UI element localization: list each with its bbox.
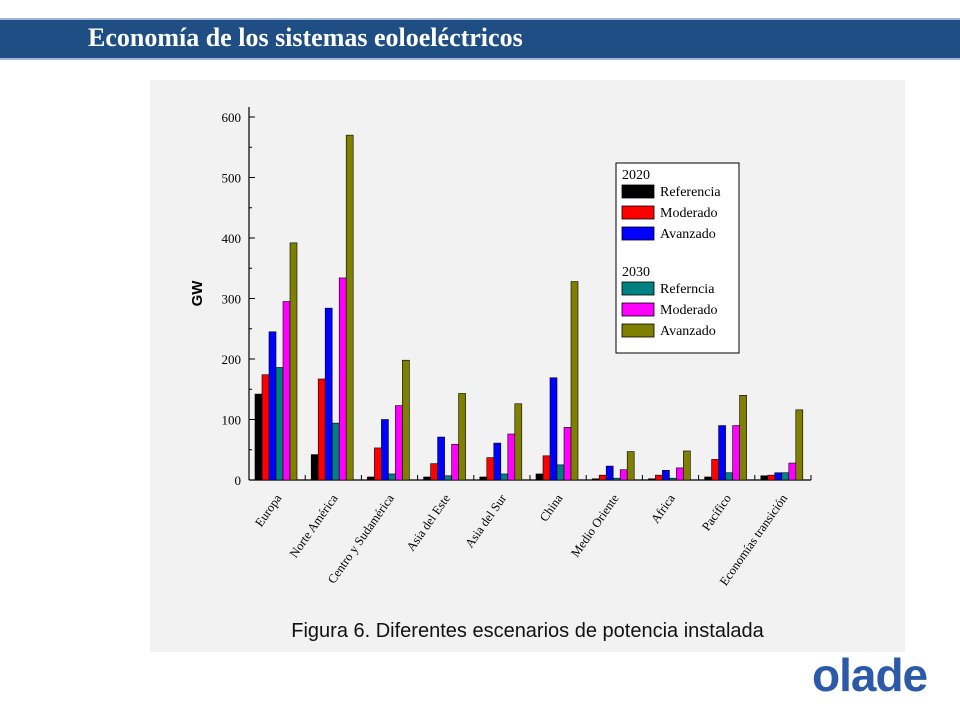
bar-6-6: [570, 281, 579, 481]
bar-4-2: [331, 422, 340, 481]
bar-1-9: [704, 476, 712, 481]
bar-6-8: [683, 450, 691, 481]
bar-6-10: [795, 409, 804, 481]
bar-1-10: [760, 475, 769, 481]
bar-5-4: [451, 444, 459, 481]
bar-3-3: [381, 419, 389, 481]
bar-2-4: [430, 463, 438, 481]
legend-label: Avanzado: [660, 324, 716, 339]
bar-1-5: [479, 476, 488, 481]
bar-2-7: [598, 474, 607, 481]
y-axis-label: GW: [189, 280, 206, 307]
bar-6-7: [626, 451, 635, 481]
legend-label: Moderado: [660, 206, 718, 221]
bar-4-5: [500, 473, 509, 481]
bar-5-9: [732, 425, 740, 481]
bar-5-8: [676, 467, 684, 481]
bar-2-8: [655, 474, 663, 481]
legend-label: Referencia: [660, 185, 721, 200]
bar-5-2: [338, 277, 347, 481]
bar-3-6: [549, 377, 558, 481]
legend-label: Moderado: [660, 303, 718, 318]
bar-1-6: [535, 473, 544, 481]
legend-swatch: [621, 184, 655, 199]
bar-4-4: [444, 475, 452, 481]
header-bar: Economía de los sistemas eoloeléctricos: [0, 18, 960, 60]
y-tick-label: 100: [222, 413, 242, 428]
y-tick-label: 600: [222, 110, 242, 125]
bar-4-7: [612, 477, 621, 481]
bar-2-2: [317, 378, 326, 481]
bar-6-2: [345, 134, 354, 481]
bar-3-1: [268, 331, 277, 481]
bar-2-1: [261, 374, 270, 481]
bar-3-2: [324, 307, 333, 481]
bar-4-9: [725, 472, 733, 481]
y-tick-label: 200: [222, 352, 242, 367]
bar-4-3: [388, 473, 396, 481]
bar-6-1: [289, 242, 298, 481]
x-tick-label: Norte América: [287, 491, 341, 560]
x-tick-label: Asia del Sur: [462, 491, 509, 550]
figure-caption: Figura 6. Diferentes escenarios de poten…: [291, 620, 764, 642]
bar-3-9: [718, 425, 726, 481]
bar-4-6: [556, 464, 565, 481]
bar-2-9: [711, 459, 719, 481]
legend-label: Referncia: [660, 282, 715, 297]
bar-6-5: [514, 403, 523, 481]
x-tick-label: Africa: [648, 491, 678, 526]
legend-swatch: [621, 226, 655, 241]
legend-group-title: 2020: [622, 168, 650, 183]
bar-6-4: [458, 393, 466, 481]
bar-5-5: [507, 433, 516, 481]
bar-3-8: [662, 470, 670, 481]
bar-1-4: [423, 476, 431, 481]
bar-5-1: [282, 301, 291, 481]
bar-2-6: [542, 455, 551, 481]
legend-swatch: [621, 302, 655, 317]
bar-6-3: [402, 359, 410, 481]
bar-5-10: [788, 462, 797, 481]
bar-chart: 0 100 200 300 400 500 600 GW Europa Norte América…: [189, 107, 812, 588]
bar-2-10: [767, 474, 776, 481]
bar-1-7: [591, 478, 600, 481]
bar-1-8: [648, 478, 656, 481]
legend-box: [615, 162, 740, 354]
y-tick-label: 0: [235, 473, 242, 488]
bar-1-1: [254, 393, 263, 481]
y-tick-label: 500: [222, 171, 242, 186]
x-tick-label: Asia del Este: [404, 491, 454, 553]
bar-3-10: [774, 472, 783, 481]
legend-group-title: 2030: [622, 265, 650, 280]
bar-5-3: [395, 405, 403, 481]
bar-1-3: [367, 476, 375, 481]
y-tick-label: 300: [222, 292, 242, 307]
bar-1-2: [310, 454, 319, 481]
header-title: Economía de los sistemas eoloeléctricos: [88, 23, 523, 52]
legend-swatch: [621, 205, 655, 220]
bar-4-1: [275, 367, 284, 481]
bar-3-5: [493, 442, 502, 481]
bar-2-3: [374, 447, 382, 481]
x-tick-label: Europa: [252, 491, 284, 529]
bar-5-7: [619, 469, 628, 481]
bar-5-6: [563, 427, 572, 481]
bar-6-9: [739, 394, 747, 481]
x-tick-label: Pacífico: [699, 492, 734, 534]
bar-3-4: [437, 436, 445, 481]
x-tick-label: China: [537, 491, 566, 524]
legend-swatch: [621, 323, 655, 338]
y-tick-label: 400: [222, 231, 242, 246]
legend-label: Avanzado: [660, 227, 716, 242]
bar-4-8: [669, 477, 677, 481]
bar-3-7: [605, 465, 614, 481]
legend-swatch: [621, 281, 655, 296]
olade-logo: olade: [812, 649, 928, 701]
bar-2-5: [486, 457, 495, 481]
x-tick-label: Medio Oriente: [568, 491, 622, 559]
bar-4-10: [781, 472, 790, 481]
